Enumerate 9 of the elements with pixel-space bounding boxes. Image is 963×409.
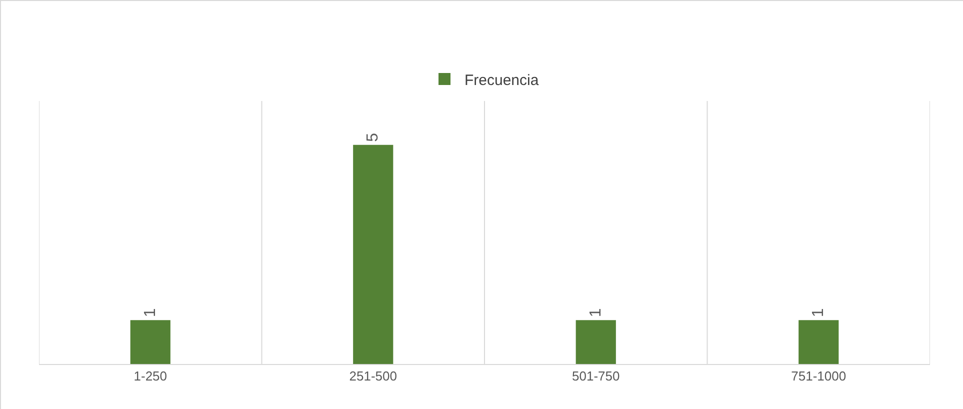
data-label: 1 bbox=[810, 308, 828, 318]
data-label: 1 bbox=[587, 308, 604, 318]
data-label: 1 bbox=[142, 308, 159, 318]
data-label: 5 bbox=[364, 132, 382, 142]
legend-label: Frecuencia bbox=[464, 72, 540, 89]
x-tick-label: 501-750 bbox=[572, 368, 620, 384]
x-tick-label: 251-500 bbox=[349, 368, 397, 384]
x-tick-label: 751-1000 bbox=[791, 368, 846, 384]
x-tick-label: 1-250 bbox=[134, 368, 168, 384]
